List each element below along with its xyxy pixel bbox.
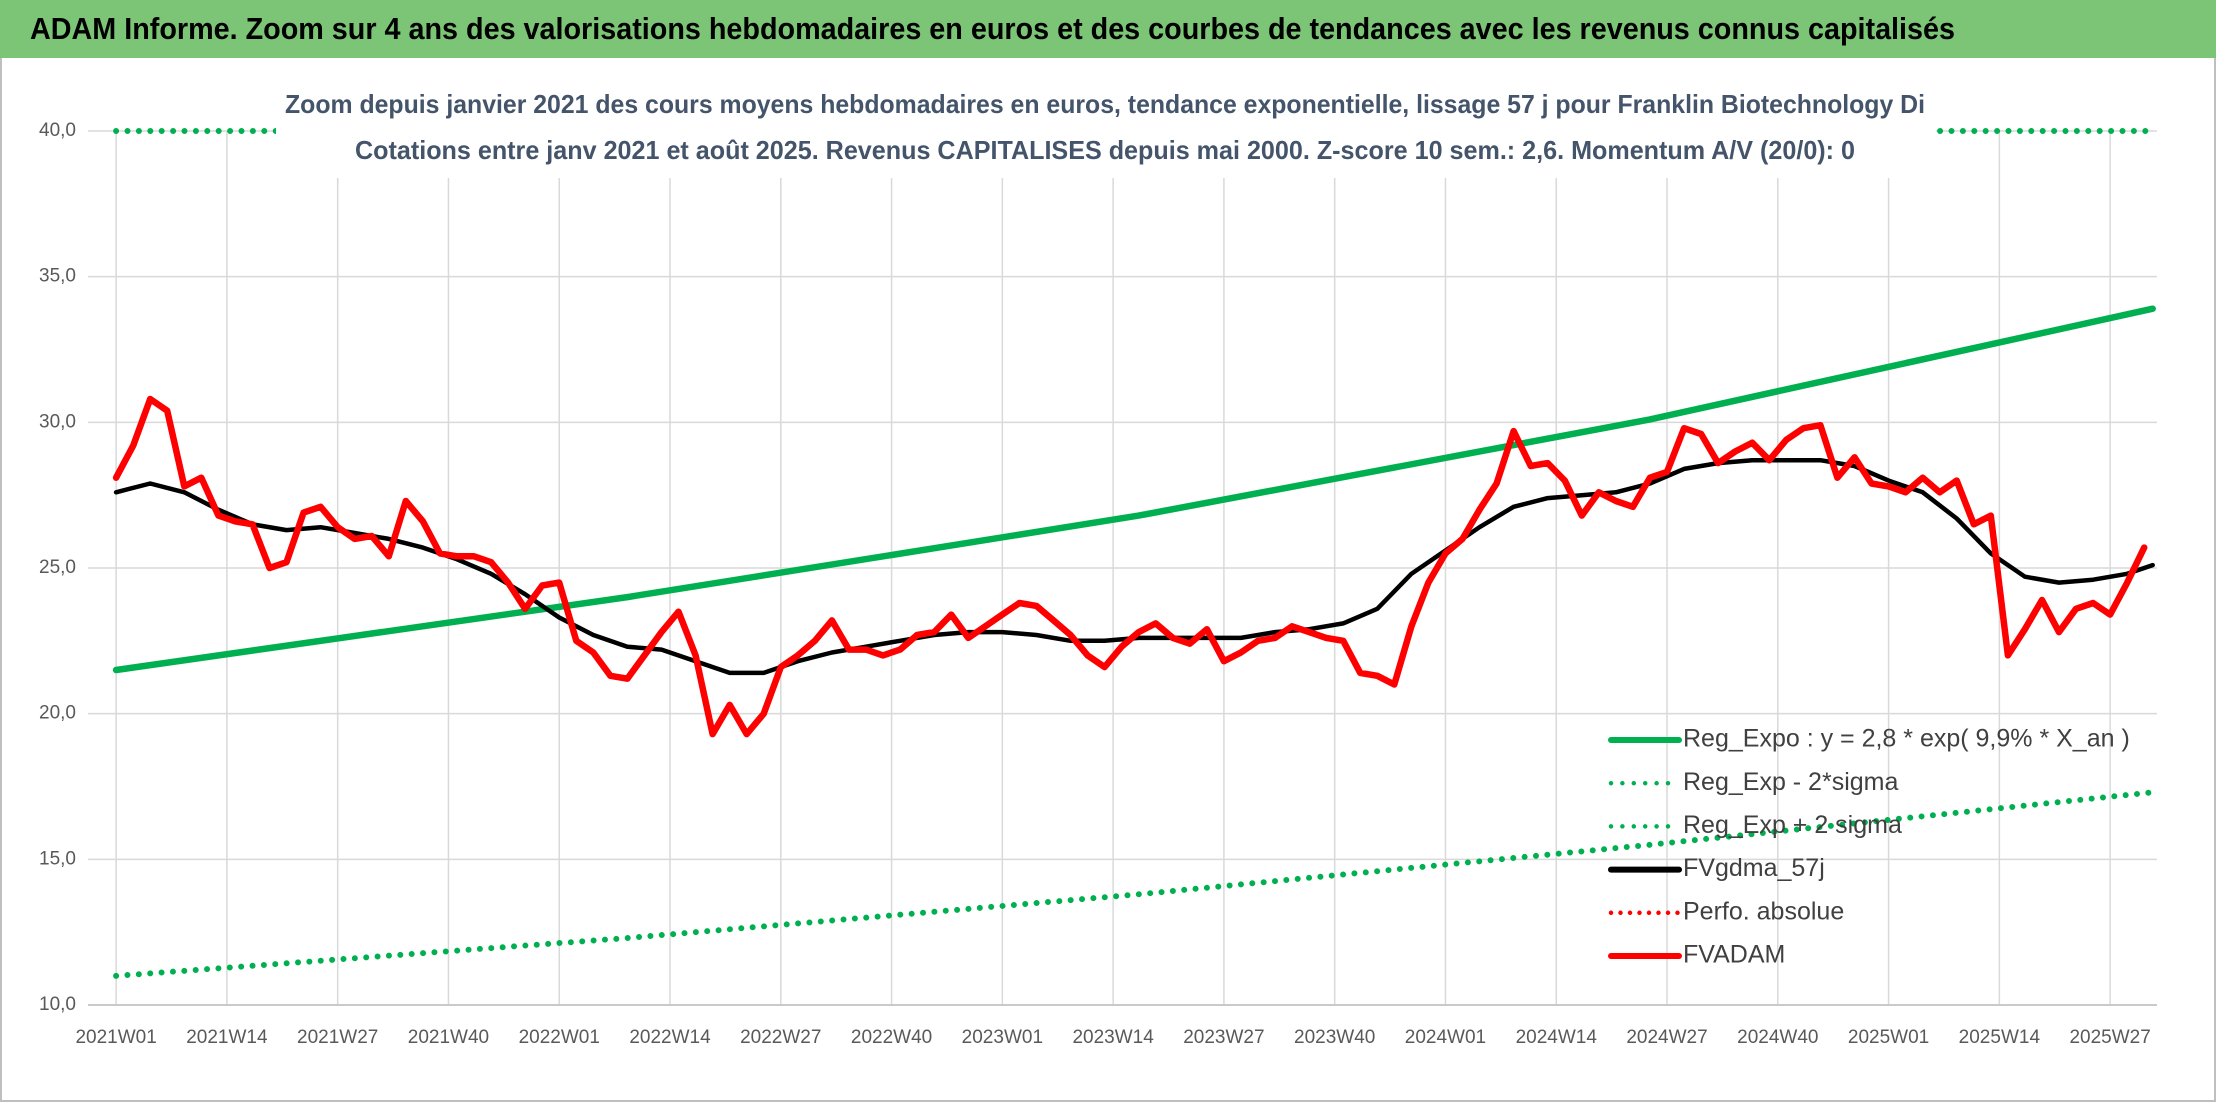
x-tick-label: 2024W14 xyxy=(1516,1027,1598,1048)
y-tick-label: 15,0 xyxy=(39,848,76,869)
legend: Reg_Expo : y = 2,8 * exp( 9,9% * X_an ) R… xyxy=(1608,725,2130,969)
legend-label: Reg_Exp - 2*sigma xyxy=(1683,768,1898,796)
x-tick-label: 2022W14 xyxy=(629,1027,711,1048)
x-tick-label: 2024W27 xyxy=(1626,1027,1707,1048)
x-tick-label: 2022W27 xyxy=(740,1027,821,1048)
x-tick-label: 2022W40 xyxy=(851,1027,932,1048)
y-tick-label: 20,0 xyxy=(39,703,76,724)
legend-label: FVgdma_57j xyxy=(1683,854,1825,882)
x-tick-label: 2025W01 xyxy=(1848,1027,1929,1048)
x-tick-label: 2024W01 xyxy=(1405,1027,1486,1048)
series-line xyxy=(112,395,2148,738)
series-line xyxy=(112,305,2156,674)
legend-label: Perfo. absolue xyxy=(1683,897,1844,925)
legend-label: FVADAM xyxy=(1683,941,1785,969)
x-tick-label: 2021W27 xyxy=(297,1027,378,1048)
x-tick-label: 2025W14 xyxy=(1959,1027,2041,1048)
y-tick-label: 30,0 xyxy=(39,411,76,432)
chart-title: ADAM Informe. Zoom sur 4 ans des valoris… xyxy=(30,11,1955,46)
y-tick-label: 25,0 xyxy=(39,557,76,578)
x-tick-label: 2023W27 xyxy=(1183,1027,1264,1048)
chart-subtitle: Cotations entre janv 2021 et août 2025. … xyxy=(355,135,1855,165)
x-tick-label: 2025W27 xyxy=(2069,1027,2150,1048)
y-tick-label: 35,0 xyxy=(39,266,76,287)
x-tick-label: 2023W01 xyxy=(962,1027,1043,1048)
x-tick-label: 2022W01 xyxy=(519,1027,600,1048)
plot-area: 10,0 15,0 20,0 25,0 30,0 35,0 40,0 2021W01 2021W… xyxy=(39,120,2157,1048)
legend-label: Reg_Expo : y = 2,8 * exp( 9,9% * X_an ) xyxy=(1683,725,2130,753)
x-tick-label: 2023W40 xyxy=(1294,1027,1375,1048)
x-tick-label: 2021W14 xyxy=(186,1027,268,1048)
legend-label: Reg_Exp + 2 sigma xyxy=(1683,811,1902,839)
x-tick-label: 2021W40 xyxy=(408,1027,489,1048)
series-line xyxy=(113,789,2156,979)
x-tick-label: 2023W14 xyxy=(1072,1027,1154,1048)
subtitle-box xyxy=(276,82,1936,178)
header-bar xyxy=(0,0,2216,58)
x-tick-label: 2021W01 xyxy=(75,1027,156,1048)
y-tick-label: 10,0 xyxy=(39,994,76,1015)
chart-subtitle: Zoom depuis janvier 2021 des cours moyen… xyxy=(285,89,1925,119)
y-tick-label: 40,0 xyxy=(39,120,76,141)
x-tick-label: 2024W40 xyxy=(1737,1027,1818,1048)
